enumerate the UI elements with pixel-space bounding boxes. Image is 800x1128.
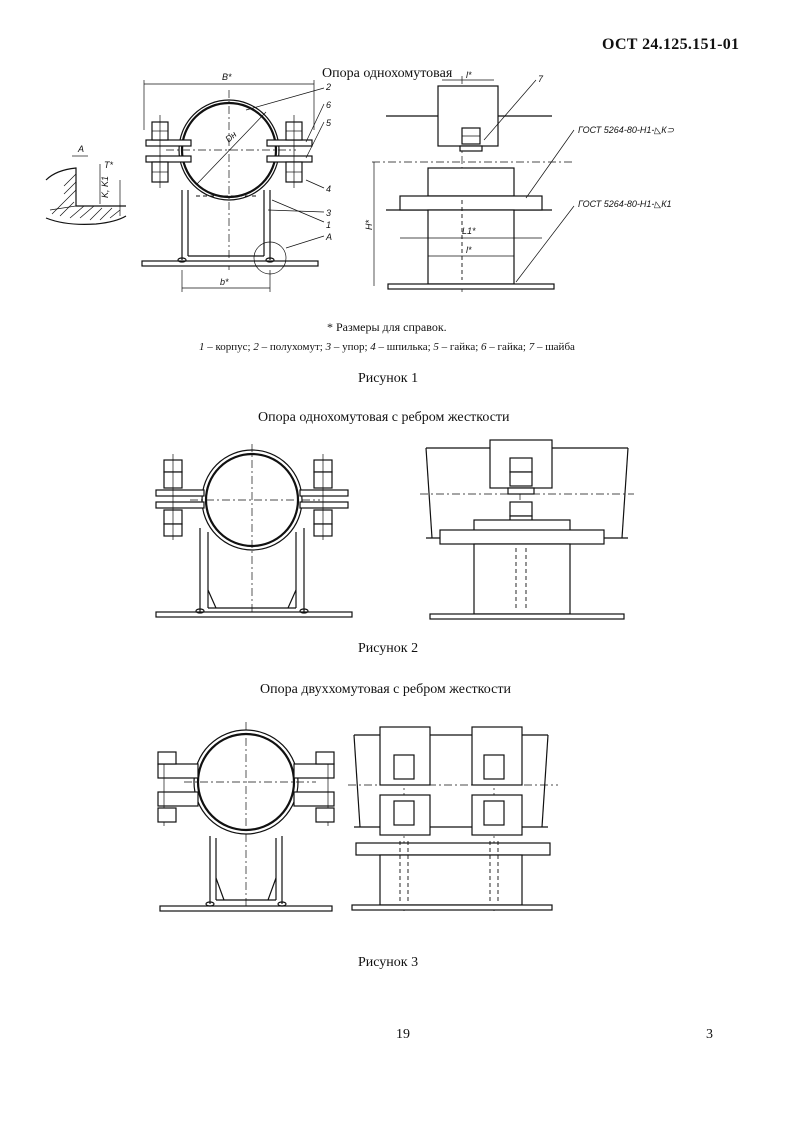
figure3-side-view — [348, 726, 558, 911]
dim-l1: L1* — [462, 226, 476, 236]
weld-note-1: ГОСТ 5264-80-Н1-◺К⊃ — [578, 125, 675, 135]
figure1-detail-a: A T* K, K1 — [45, 144, 127, 225]
legend-num-3: 3 — [325, 341, 332, 353]
legend-num-7: 7 — [528, 341, 535, 353]
dim-h: H* — [364, 220, 374, 230]
figure1-title: Опора однохомутовая — [322, 66, 453, 81]
figure1-front-view: B* Dн b* 2 6 5 4 3 1 A — [141, 72, 332, 292]
legend-num-5: 5 — [433, 341, 439, 353]
part-label-2: 2 — [325, 82, 331, 92]
figure2-title: Опора однохомутовая с ребром жесткости — [258, 410, 510, 425]
figure1-footnote: * Размеры для справок. — [327, 320, 447, 334]
figure3-caption: Рисунок 3 — [358, 955, 419, 970]
part-label-6: 6 — [326, 100, 331, 110]
legend-name-3: – упор; — [331, 341, 371, 353]
legend-name-6: – гайка; — [486, 341, 529, 353]
detail-a-dim-t: T* — [104, 160, 113, 170]
legend-name-2: – полухомут; — [258, 341, 326, 353]
dim-l-top: l* — [466, 70, 472, 80]
legend-num-6: 6 — [481, 341, 487, 353]
legend-num-2: 2 — [253, 341, 259, 353]
part-label-1: 1 — [326, 220, 331, 230]
detail-a-dim-k: K, K1 — [100, 176, 110, 198]
part-label-3: 3 — [326, 208, 331, 218]
detail-a-callout: A — [325, 232, 332, 242]
part-label-7: 7 — [538, 74, 544, 84]
figure1-parts-legend: 1 – корпус; 2 – полухомут; 3 – упор; 4 –… — [199, 341, 575, 353]
legend-num-4: 4 — [370, 341, 376, 353]
figure2-front-view — [155, 444, 353, 618]
figure1-side-view: l* L1* l* H* 7 — [364, 70, 575, 295]
sheet-number: 3 — [706, 1027, 713, 1042]
dim-l-bottom: l* — [466, 245, 472, 255]
legend-num-1: 1 — [199, 341, 205, 353]
figure1-caption: Рисунок 1 — [358, 371, 419, 386]
legend-name-1: – корпус; — [204, 341, 254, 353]
weld-note-2: ГОСТ 5264-80-Н1-◺К1 — [578, 199, 672, 209]
detail-a-label: A — [77, 144, 84, 154]
legend-name-4: – шпилька; — [375, 341, 434, 353]
legend-name-7: – шайба — [534, 341, 575, 353]
figure3-title: Опора двуххомутовая с ребром жесткости — [260, 682, 511, 697]
figure2-caption: Рисунок 2 — [358, 641, 419, 656]
part-label-4: 4 — [326, 184, 331, 194]
figure3-front-view — [157, 722, 335, 914]
dim-b-top: B* — [222, 72, 232, 82]
part-label-5: 5 — [326, 118, 332, 128]
dim-d: Dн — [223, 129, 238, 144]
dim-b-bottom: b* — [220, 277, 229, 287]
document-code: ОСТ 24.125.151-01 — [602, 36, 740, 53]
legend-name-5: – гайка; — [438, 341, 482, 353]
figure2-side-view — [420, 439, 634, 620]
page-number: 19 — [396, 1027, 410, 1042]
